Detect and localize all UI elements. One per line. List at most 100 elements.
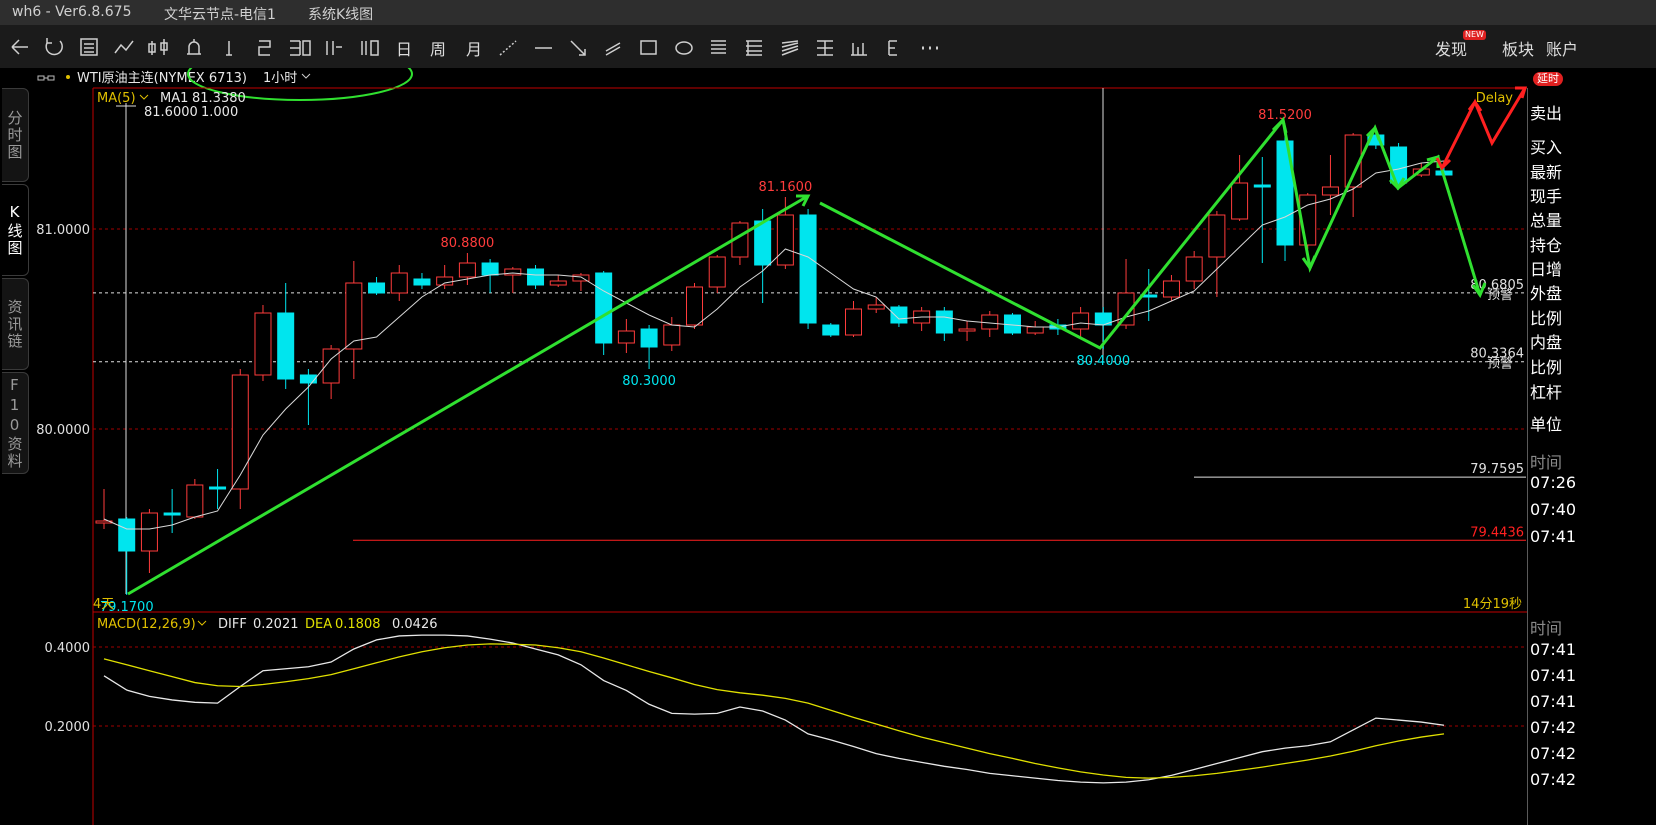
server-node[interactable]: 文华云节点-电信1 — [164, 7, 276, 23]
candle-body — [1162, 280, 1180, 298]
sector[interactable]: 板块 — [1502, 40, 1535, 59]
tab-f10[interactable]: F10资料 — [2, 372, 29, 474]
period-240-icon[interactable] — [361, 40, 379, 56]
discover[interactable]: 发现 — [1435, 40, 1468, 59]
macd-value: 0.0426 — [392, 617, 438, 632]
period-day[interactable]: 日 — [396, 40, 413, 59]
tab-kline[interactable]: K线图 — [2, 184, 29, 276]
refresh-icon[interactable] — [45, 38, 63, 56]
tab-timeshare[interactable]: 分时图 — [2, 88, 29, 182]
candle-body — [617, 330, 635, 344]
gann-icon[interactable] — [817, 40, 833, 56]
chart-area: WTI原油主连(NYMEX 6713) 1小时 80.0000 81.0000 80… — [0, 68, 1656, 825]
candle-body — [958, 328, 976, 332]
account[interactable]: 账户 — [1546, 40, 1579, 59]
ma-value: 81.3380 — [192, 91, 246, 106]
tick-time: 07:40 — [1530, 500, 1577, 519]
ruler-icon[interactable] — [888, 40, 897, 56]
tick-time: 07:42 — [1530, 744, 1577, 763]
period-30-icon[interactable] — [290, 40, 311, 56]
candle-body — [844, 308, 862, 336]
candle-body — [458, 262, 476, 278]
ellipse-icon[interactable] — [675, 41, 693, 55]
macd-title: MACD(12,26,9) — [97, 617, 196, 632]
legend-name: DEA — [305, 617, 332, 632]
crosshair-price: 81.6000 — [144, 105, 198, 120]
candle-icon[interactable] — [148, 39, 168, 55]
list-icon-lines — [84, 43, 94, 53]
candle-body — [1208, 214, 1226, 258]
candle-body — [708, 256, 726, 288]
quote-label: 外盘 — [1530, 284, 1563, 303]
macd-plot — [93, 634, 1526, 784]
period-month[interactable]: 月 — [466, 40, 483, 59]
new-badge: NEW — [1463, 30, 1486, 40]
status-dot — [66, 75, 70, 79]
candle-body — [549, 280, 567, 286]
candle-body — [277, 312, 295, 380]
quote-label: 内盘 — [1530, 333, 1563, 352]
title-bar: wh6 - Ver6.8.675 文华云节点-电信1 系统K线图 — [0, 0, 1656, 25]
candle-body — [1231, 182, 1249, 220]
candle-body — [1321, 186, 1339, 196]
parallel-icon[interactable] — [605, 42, 621, 56]
arrow-icon[interactable] — [570, 40, 586, 56]
quote-label: 比例 — [1530, 358, 1563, 377]
candle-body — [504, 268, 522, 276]
extreme-label: 79.1700 — [100, 600, 154, 615]
period-week[interactable]: 周 — [430, 40, 447, 59]
trend-line — [127, 194, 809, 596]
candle-body — [822, 324, 840, 336]
toolbar-icons — [11, 38, 938, 56]
candle-body — [1003, 314, 1021, 334]
tick-time: 07:41 — [1530, 640, 1577, 659]
period-1-icon[interactable] — [226, 41, 232, 56]
candle-body — [1276, 140, 1294, 246]
indicator-line — [103, 634, 1445, 784]
zigzag-line — [819, 116, 1482, 350]
fib2-icon[interactable] — [746, 40, 762, 56]
alert-icon[interactable] — [187, 39, 201, 55]
extreme-label: 81.1600 — [758, 180, 812, 195]
level-tag: 预警 — [1487, 287, 1513, 303]
list-icon[interactable] — [80, 38, 98, 56]
period-5-icon[interactable] — [258, 40, 271, 56]
tick-time: 07:41 — [1530, 666, 1577, 685]
fan-icon[interactable] — [781, 40, 799, 56]
forecast-annotations — [1435, 86, 1528, 171]
candle-body — [686, 286, 704, 326]
level-tag: 预警 — [1487, 356, 1513, 372]
extreme-label: 81.5200 — [1258, 108, 1312, 123]
tick-time: 07:26 — [1530, 473, 1577, 492]
candle-body — [163, 512, 181, 516]
legend-name: DIFF — [218, 617, 247, 632]
tab-news[interactable]: 资讯链 — [2, 278, 29, 370]
link-icon[interactable] — [37, 75, 55, 81]
candle-body — [595, 272, 613, 344]
rect-icon[interactable] — [640, 40, 657, 55]
period-60-icon[interactable] — [326, 41, 342, 55]
back-icon[interactable] — [11, 39, 28, 55]
period-selector[interactable]: 1小时 — [263, 71, 297, 86]
quote-label: 日增 — [1530, 260, 1563, 279]
line-icon[interactable] — [114, 40, 134, 54]
quote-label: 买入 — [1530, 138, 1563, 157]
chart-background — [0, 68, 1656, 825]
chevron — [197, 620, 207, 626]
highlight-ellipse — [187, 68, 413, 101]
level-label: 79.7595 — [1470, 462, 1524, 477]
quote-label: 现手 — [1530, 187, 1563, 206]
candle-body — [640, 328, 658, 348]
bars-icon[interactable] — [851, 43, 867, 56]
candle-body — [981, 314, 999, 330]
candle-body — [572, 274, 590, 282]
candle-body — [481, 262, 499, 276]
legend-value: 0.1808 — [335, 617, 381, 632]
candle-body — [799, 214, 817, 324]
view-name[interactable]: 系统K线图 — [308, 7, 374, 23]
fib-icon[interactable] — [711, 40, 726, 54]
draw-line-icon[interactable] — [499, 40, 517, 56]
candle-body — [776, 214, 794, 266]
candle-body — [322, 348, 340, 384]
quote-label: 持仓 — [1530, 236, 1563, 255]
